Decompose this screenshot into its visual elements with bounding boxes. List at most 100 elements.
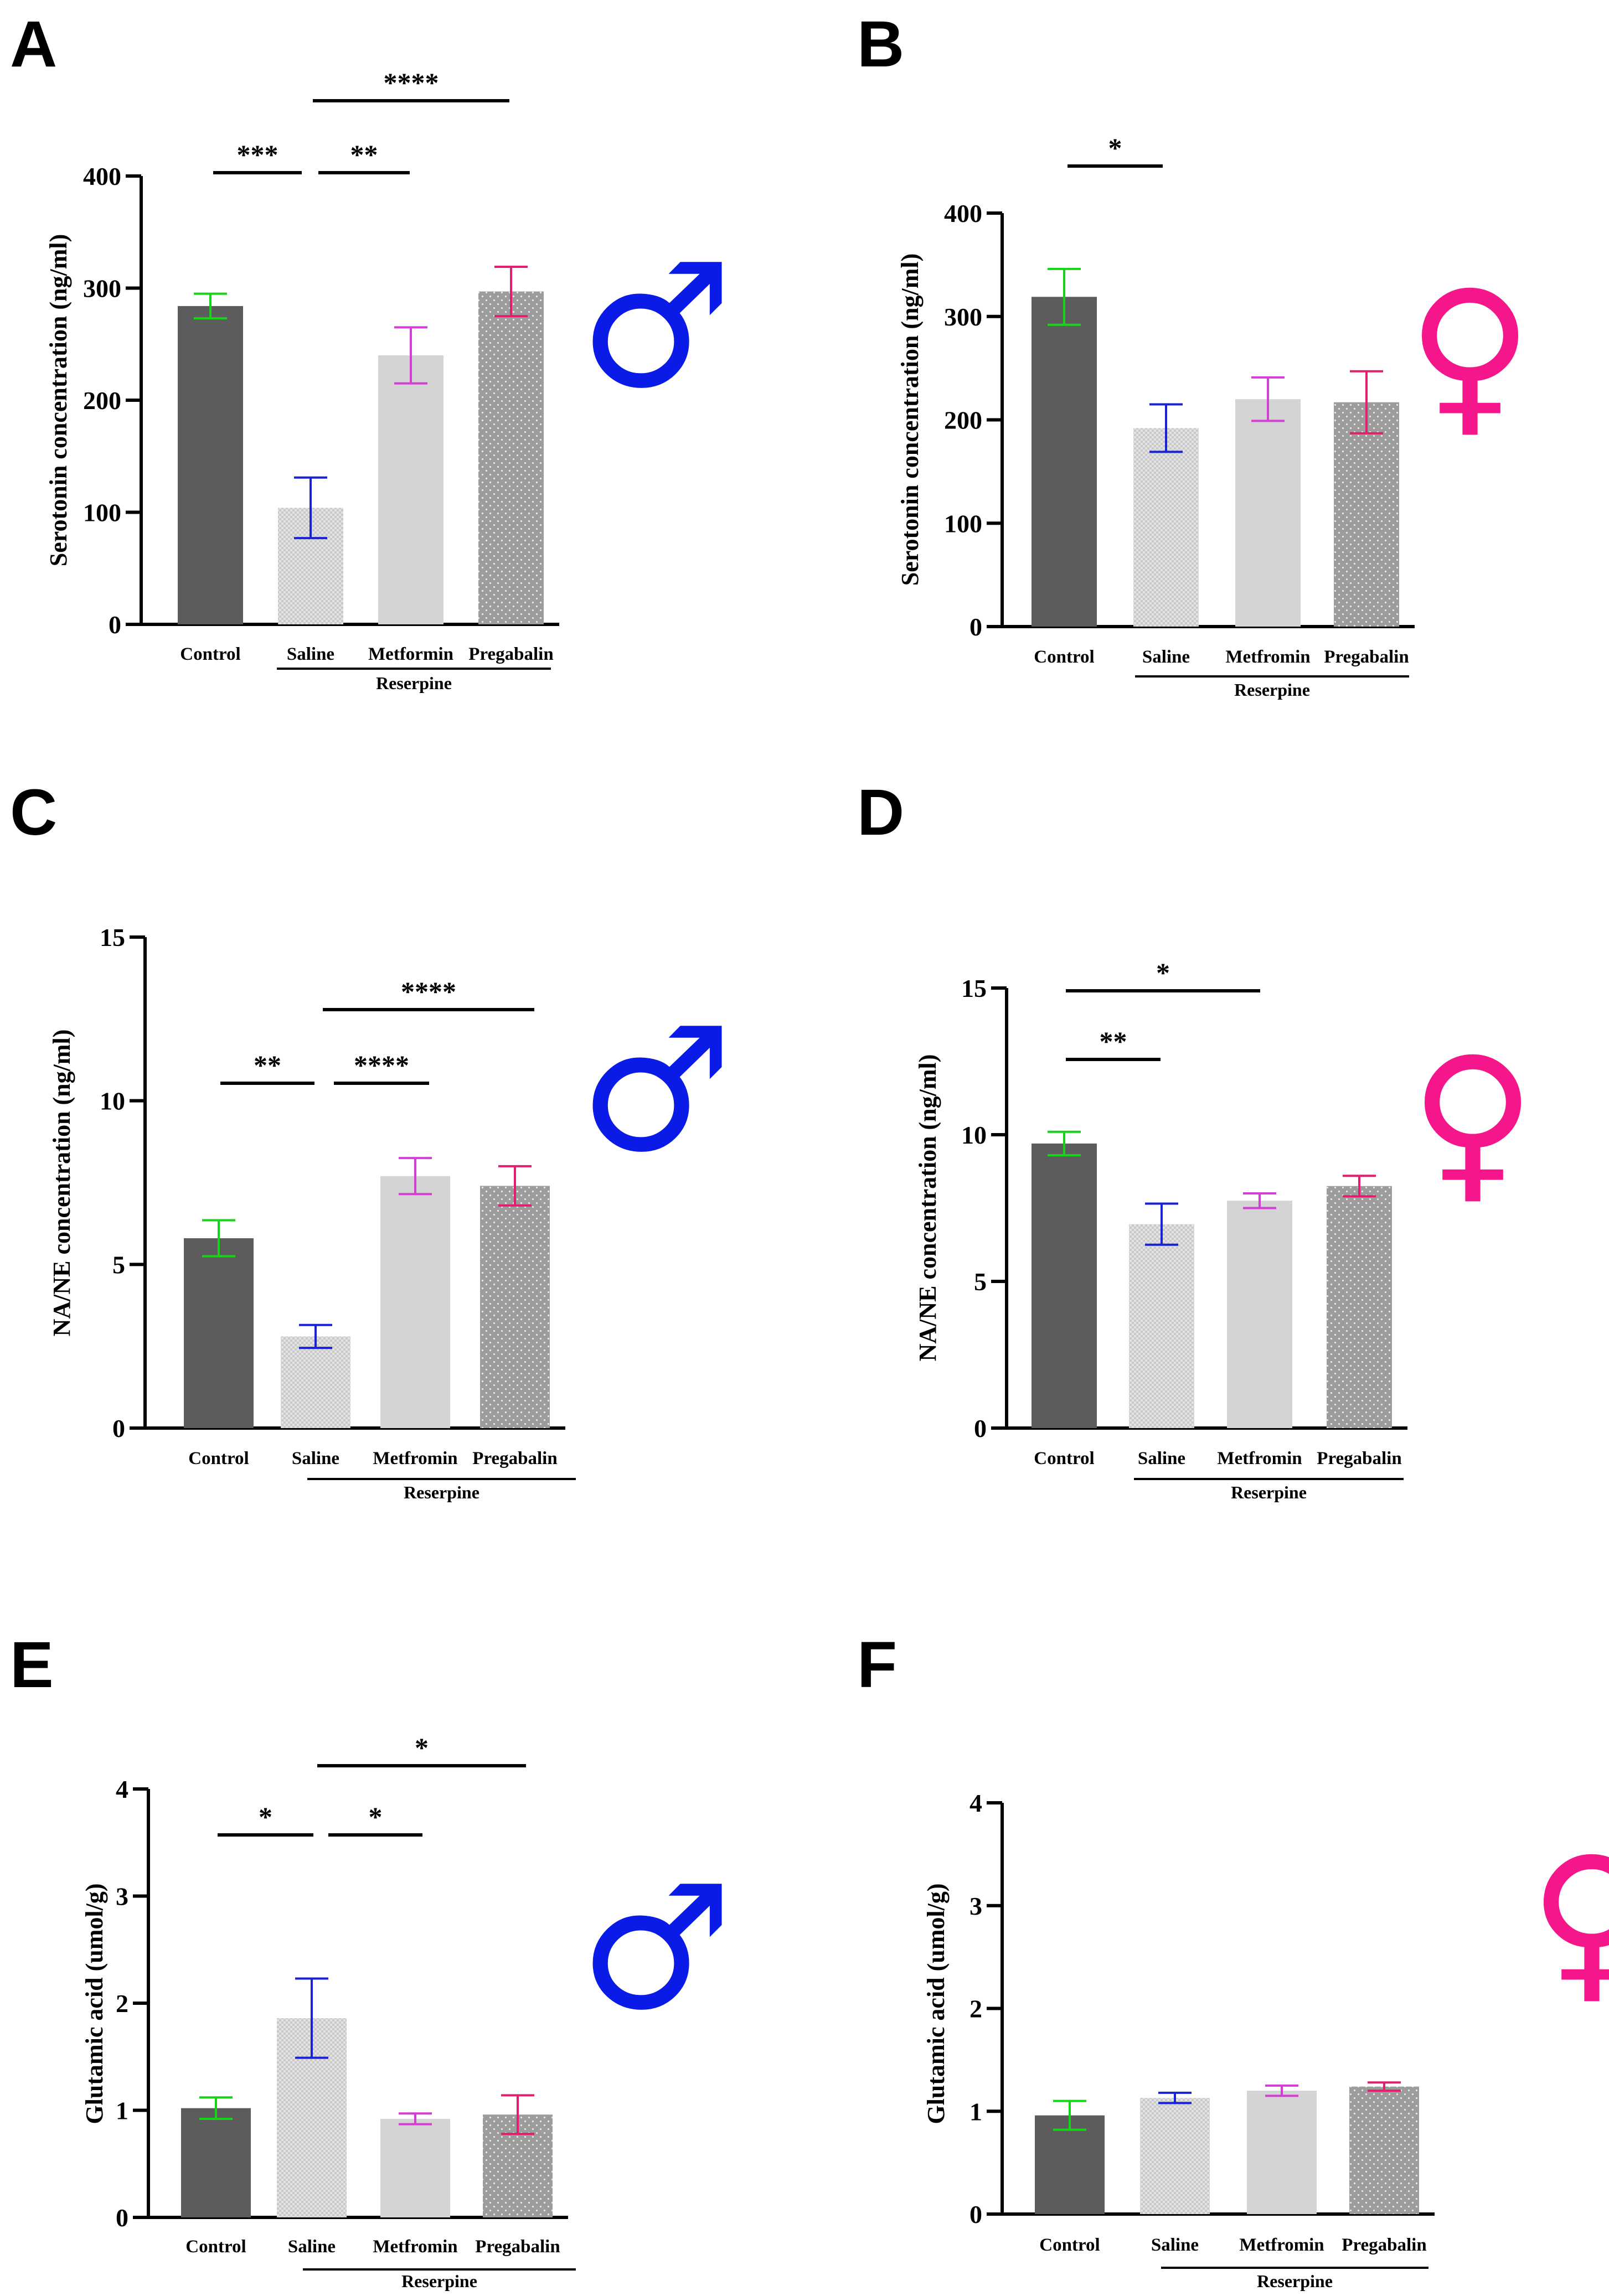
panel-letter: A: [10, 8, 57, 81]
female-symbol-icon: ♀: [1407, 255, 1533, 454]
y-tick-label: 300: [83, 275, 121, 303]
category-label: Control: [1034, 1449, 1094, 1468]
y-tick-label: 5: [112, 1250, 125, 1279]
category-label: Metfromin: [373, 1449, 457, 1468]
error-bar-pregabalin: [1350, 370, 1383, 435]
panel-letter: E: [10, 1628, 54, 1702]
y-tick-label: 1: [969, 2097, 982, 2126]
y-tick-label: 10: [961, 1121, 987, 1149]
panel-E: E Glutamic acid (umol/g) 0 1 2 3 4 Control Salin…: [10, 1628, 733, 2291]
y-tick-label: 4: [969, 1789, 982, 1817]
error-bar-saline: [1149, 403, 1183, 453]
panel-A: A Serotonin concentration (ng/ml) 0 100 200 3…: [10, 8, 733, 693]
male-symbol-icon: ♂: [579, 991, 733, 1191]
significance-label: *: [1156, 957, 1170, 988]
bar-saline: [281, 1336, 350, 1428]
category-label: Metfromin: [1225, 647, 1310, 667]
bar-metfromin: [380, 2118, 450, 2217]
error-bar-control: [199, 2096, 233, 2120]
error-bar-saline: [1158, 2091, 1192, 2104]
bar-pregabalin: [478, 291, 544, 624]
bar-metformin: [378, 355, 443, 624]
y-tick-label: 10: [100, 1087, 125, 1115]
bar-control: [184, 1238, 254, 1428]
category-label: Saline: [1138, 1449, 1185, 1468]
y-tick-label: 0: [109, 611, 121, 639]
female-symbol-icon: ♀: [1529, 1821, 1609, 2021]
error-bar-control: [1053, 2100, 1086, 2131]
y-tick-label: 15: [100, 923, 125, 952]
group-label: Reserpine: [1257, 2271, 1333, 2291]
category-label: Control: [1039, 2235, 1100, 2255]
error-bar-metfromin: [1243, 1192, 1276, 1209]
bar-pregabalin: [1334, 402, 1399, 627]
y-tick-label: 0: [969, 2200, 982, 2228]
category-label: Metformin: [368, 644, 453, 664]
y-tick-label: 100: [944, 509, 982, 537]
error-bar-pregabalin: [498, 1165, 532, 1207]
bar-metfromin: [380, 1176, 450, 1428]
error-bar-control: [194, 292, 227, 320]
y-tick-label: 15: [961, 974, 987, 1002]
group-label: Reserpine: [376, 673, 452, 693]
y-axis-title: Serotonin concentration (ng/ml): [45, 234, 72, 567]
y-tick-label: 400: [83, 162, 121, 190]
category-label: Saline: [288, 2237, 336, 2257]
category-label: Pregabalin: [1317, 1449, 1401, 1468]
significance-label: *: [1108, 132, 1122, 163]
category-label: Pregabalin: [1342, 2235, 1426, 2255]
y-axis-title: NA/NE concentration (ng/ml): [914, 1054, 941, 1362]
y-tick-label: 5: [974, 1268, 987, 1296]
panel-letter: F: [857, 1628, 897, 1702]
error-bar-pregabalin: [1343, 1175, 1376, 1198]
significance-label: *: [369, 1801, 383, 1832]
category-label: Control: [188, 1449, 249, 1468]
y-axis-title: Serotonin concentration (ng/ml): [896, 254, 924, 586]
y-tick-label: 300: [944, 303, 982, 331]
category-label: Pregabalin: [468, 644, 553, 664]
panel-B: B Serotonin concentration (ng/ml) 0 100 200 3…: [857, 8, 1533, 700]
category-label: Control: [185, 2237, 246, 2257]
panel-letter: D: [857, 776, 904, 849]
significance-label: **: [350, 139, 378, 170]
y-axis-title: Glutamic acid (umol/g): [922, 1883, 950, 2124]
y-tick-label: 200: [83, 386, 121, 415]
group-label: Reserpine: [1231, 1482, 1307, 1502]
category-label: Metfromin: [373, 2237, 457, 2257]
y-tick-label: 0: [974, 1414, 987, 1442]
category-label: Saline: [1142, 647, 1190, 667]
bar-saline: [1129, 1224, 1194, 1428]
y-tick-label: 0: [112, 1414, 125, 1442]
group-label: Reserpine: [401, 2271, 477, 2291]
category-label: Metfromin: [1217, 1449, 1302, 1468]
bar-metfromin: [1235, 399, 1301, 627]
bar-pregabalin: [1327, 1186, 1392, 1428]
y-tick-label: 200: [944, 406, 982, 435]
error-bar-saline: [294, 476, 327, 540]
category-label: Control: [1034, 647, 1094, 667]
bar-metfromin: [1247, 2091, 1317, 2214]
bar-pregabalin: [1349, 2086, 1419, 2214]
category-label: Pregabalin: [1324, 647, 1409, 667]
significance-label: ****: [401, 976, 456, 1007]
error-bar-pregabalin: [501, 2094, 534, 2135]
significance-label: ***: [237, 139, 279, 170]
y-tick-label: 2: [116, 1989, 128, 2018]
y-tick-label: 3: [969, 1892, 982, 1920]
error-bar-pregabalin: [494, 266, 528, 318]
category-label: Pregabalin: [472, 1449, 557, 1468]
y-tick-label: 100: [83, 499, 121, 527]
male-symbol-icon: ♂: [579, 1849, 733, 2049]
error-bar-saline: [295, 1977, 328, 2059]
y-tick-label: 3: [116, 1883, 128, 1911]
significance-label: ****: [384, 67, 439, 98]
male-symbol-icon: ♂: [579, 227, 733, 427]
error-bar-saline: [299, 1323, 332, 1349]
category-label: Saline: [1151, 2235, 1199, 2255]
bar-metfromin: [1227, 1201, 1292, 1428]
bar-saline: [1140, 2098, 1210, 2214]
y-tick-label: 0: [969, 613, 982, 641]
female-symbol-icon: ♀: [1410, 1021, 1535, 1221]
category-label: Saline: [287, 644, 334, 664]
error-bar-saline: [1145, 1202, 1178, 1246]
